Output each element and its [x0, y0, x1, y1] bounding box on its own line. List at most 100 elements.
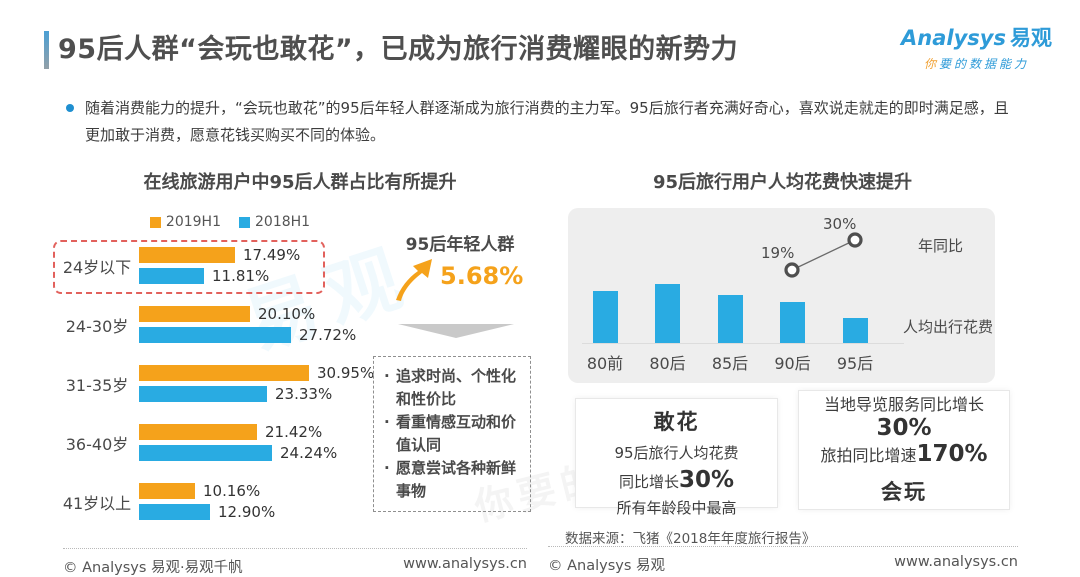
- bar-value-label: 27.72%: [299, 326, 357, 344]
- intro-text: 随着消费能力的提升，“会玩也敢花”的95后年轻人群逐渐成为旅行消费的主力军。95…: [85, 99, 1009, 144]
- ganhua-title: 敢花: [653, 410, 700, 434]
- right-chart-bar: [842, 318, 868, 343]
- ganhua-line3: 所有年龄段中最高: [616, 499, 737, 517]
- right-chart-category-label: 90后: [774, 354, 811, 373]
- bar-2018h1: [139, 504, 210, 520]
- logo-tagline-rest: 要的数据能力: [939, 57, 1030, 71]
- bar-2019h1: [139, 247, 235, 263]
- left-chart-row: 24岁以下 17.49% 11.81%: [53, 240, 377, 294]
- bar-group: 21.42% 24.24%: [139, 423, 377, 462]
- website-link[interactable]: www.analysys.cn: [894, 554, 1018, 570]
- right-chart-category-label: 80前: [586, 354, 624, 373]
- category-label: 24-30岁: [65, 316, 129, 336]
- right-chart-bar: [655, 284, 680, 343]
- title-accent-bar: [44, 31, 49, 69]
- copyright-text: © Analysys 易观·易观千帆: [63, 560, 243, 576]
- legend-item-2018h1: 2018H1: [239, 214, 310, 230]
- category-label: 41岁以上: [62, 493, 132, 513]
- bar-value-label: 11.81%: [212, 267, 270, 285]
- bar-2018h1: [139, 445, 272, 461]
- bar-2019h1: [139, 483, 195, 499]
- huiwan-highlight-box: 当地导览服务同比增长30% 旅拍同比增速170% 会玩: [798, 390, 1010, 510]
- left-chart-row: 24-30岁 20.10% 27.72%: [55, 305, 377, 344]
- analysys-logo: Analysys 易观 你要的数据能力: [901, 22, 1052, 72]
- bar-value-label: 21.42%: [265, 423, 323, 441]
- ganhua-line2-value: 30%: [678, 467, 735, 493]
- bar-2018h1: [139, 386, 267, 402]
- huiwan-line1: 当地导览服务同比增长30%: [799, 391, 1009, 441]
- left-chart-legend: 2019H1 2018H1: [100, 214, 360, 230]
- bar-line: 24.24%: [139, 444, 377, 462]
- legend-swatch-blue: [239, 216, 250, 228]
- huiwan-line2: 旅拍同比增速170%: [799, 441, 1009, 467]
- bar-value-label: 23.33%: [275, 385, 333, 403]
- bar-line: 27.72%: [139, 326, 377, 344]
- data-source-note: 数据来源：飞猪《2018年年度旅行报告》: [565, 531, 816, 547]
- bar-value-label: 10.16%: [203, 482, 261, 500]
- category-label: 36-40岁: [65, 434, 129, 454]
- trait-item: 看重情感互动和价值认同: [382, 411, 526, 457]
- legend-label: 2019H1: [165, 214, 221, 230]
- down-triangle-icon: [398, 324, 514, 338]
- bar-value-label: 30.95%: [317, 364, 375, 382]
- logo-brand-cn: 易观: [1010, 26, 1052, 50]
- category-label: 24岁以下: [62, 257, 132, 277]
- right-chart-title: 95后旅行用户人均花费快速提升: [652, 172, 913, 193]
- yoy-point-label: 30%: [823, 215, 857, 233]
- axis-baseline: [582, 343, 904, 344]
- ganhua-line1: 95后旅行人均花费: [614, 444, 739, 462]
- highlight-dashed-box: [53, 240, 325, 294]
- annotation-value: 5.68%: [440, 262, 524, 290]
- left-chart-row: 41岁以上 10.16% 12.90%: [55, 482, 377, 521]
- bar-value-label: 24.24%: [280, 444, 338, 462]
- bar-2019h1: [139, 424, 257, 440]
- right-chart-category-label: 95后: [836, 354, 874, 373]
- spend-series-label: 人均出行花费: [903, 318, 994, 336]
- bar-line: 17.49%: [139, 246, 377, 264]
- persona-traits-box: 追求时尚、个性化和性价比 看重情感互动和价值认同 愿意尝试各种新鲜事物: [373, 356, 531, 512]
- right-chart-bar: [717, 295, 743, 343]
- left-chart-row: 36-40岁 21.42% 24.24%: [55, 423, 377, 462]
- bar-2019h1: [139, 365, 309, 381]
- bar-value-label: 20.10%: [258, 305, 316, 323]
- category-label: 31-35岁: [65, 375, 129, 395]
- left-chart-plot: 24岁以下 17.49% 11.81% 24-30岁 20.10% 27.72% 31-35…: [53, 240, 377, 542]
- left-chart-row: 31-35岁 30.95% 23.33%: [55, 364, 377, 403]
- bar-line: 21.42%: [139, 423, 377, 441]
- website-link[interactable]: www.analysys.cn: [403, 556, 527, 572]
- bar-line: 30.95%: [139, 364, 377, 382]
- bar-2018h1: [139, 327, 291, 343]
- persona-traits-list: 追求时尚、个性化和性价比 看重情感互动和价值认同 愿意尝试各种新鲜事物: [382, 365, 526, 503]
- bar-line: 12.90%: [139, 503, 377, 521]
- huiwan-line1-value: 30%: [876, 415, 932, 441]
- bar-line: 23.33%: [139, 385, 377, 403]
- right-chart-category-label: 80后: [649, 354, 686, 373]
- bar-2018h1: [139, 268, 204, 284]
- left-chart-title: 在线旅游用户中95后人群占比有所提升: [143, 172, 457, 193]
- right-chart-panel: 19% 30% 年同比 人均出行花费 80前 80后 85后 90后 95后: [568, 208, 995, 383]
- huiwan-line2-value: 170%: [916, 441, 988, 467]
- legend-label: 2018H1: [255, 214, 311, 230]
- bar-value-label: 12.90%: [218, 503, 276, 521]
- bar-line: 10.16%: [139, 482, 377, 500]
- right-chart-bar: [592, 291, 618, 343]
- bar-group: 30.95% 23.33%: [139, 364, 377, 403]
- legend-item-2019h1: 2019H1: [149, 214, 221, 230]
- ganhua-line2-prefix: 同比增长: [618, 473, 679, 491]
- bar-2019h1: [139, 306, 250, 322]
- page-title: 95后人群“会玩也敢花”，已成为旅行消费耀眼的新势力: [58, 34, 739, 65]
- copyright-text: © Analysys 易观: [548, 558, 666, 574]
- trait-item: 追求时尚、个性化和性价比: [382, 365, 526, 411]
- trait-item: 愿意尝试各种新鲜事物: [382, 457, 526, 503]
- bar-group: 17.49% 11.81%: [139, 246, 377, 285]
- footer-left-panel: © Analysys 易观·易观千帆 www.analysys.cn: [63, 548, 527, 577]
- bar-line: 11.81%: [139, 267, 377, 285]
- bar-value-label: 17.49%: [243, 246, 301, 264]
- footer-right-panel: © Analysys 易观 www.analysys.cn: [548, 546, 1018, 575]
- bar-group: 20.10% 27.72%: [139, 305, 377, 344]
- bar-line: 20.10%: [139, 305, 377, 323]
- annotation-group-label: 95后年轻人群: [405, 235, 515, 255]
- logo-tagline: 你要的数据能力: [901, 55, 1052, 72]
- logo-tagline-accent: 你: [924, 57, 940, 71]
- bar-group: 10.16% 12.90%: [139, 482, 377, 521]
